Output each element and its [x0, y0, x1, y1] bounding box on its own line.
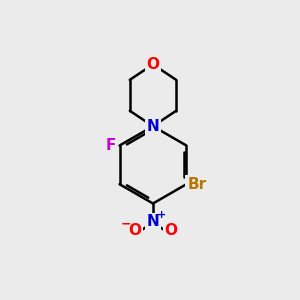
- Text: N: N: [147, 214, 159, 230]
- Text: N: N: [147, 119, 159, 134]
- Text: F: F: [106, 138, 116, 153]
- Text: O: O: [129, 223, 142, 238]
- Text: O: O: [164, 223, 177, 238]
- Text: −: −: [121, 218, 131, 231]
- Text: +: +: [157, 210, 166, 220]
- Text: Br: Br: [187, 177, 206, 192]
- Text: O: O: [146, 57, 160, 72]
